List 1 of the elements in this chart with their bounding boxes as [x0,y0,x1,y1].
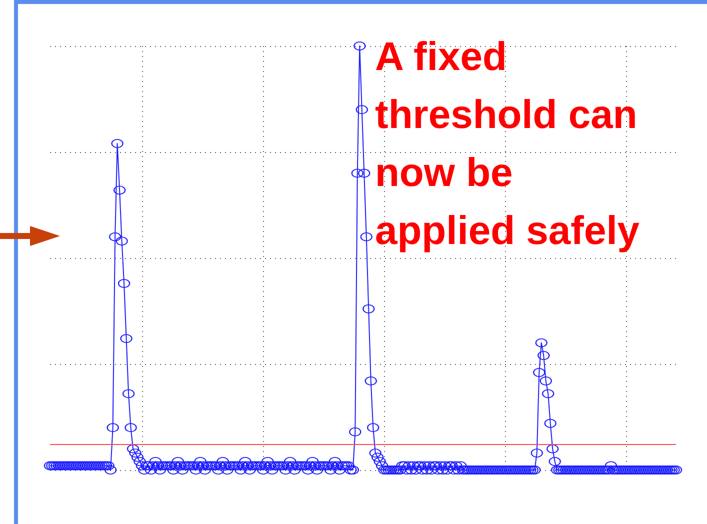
annotation: A fixed threshold can now be applied safely [375,35,640,253]
